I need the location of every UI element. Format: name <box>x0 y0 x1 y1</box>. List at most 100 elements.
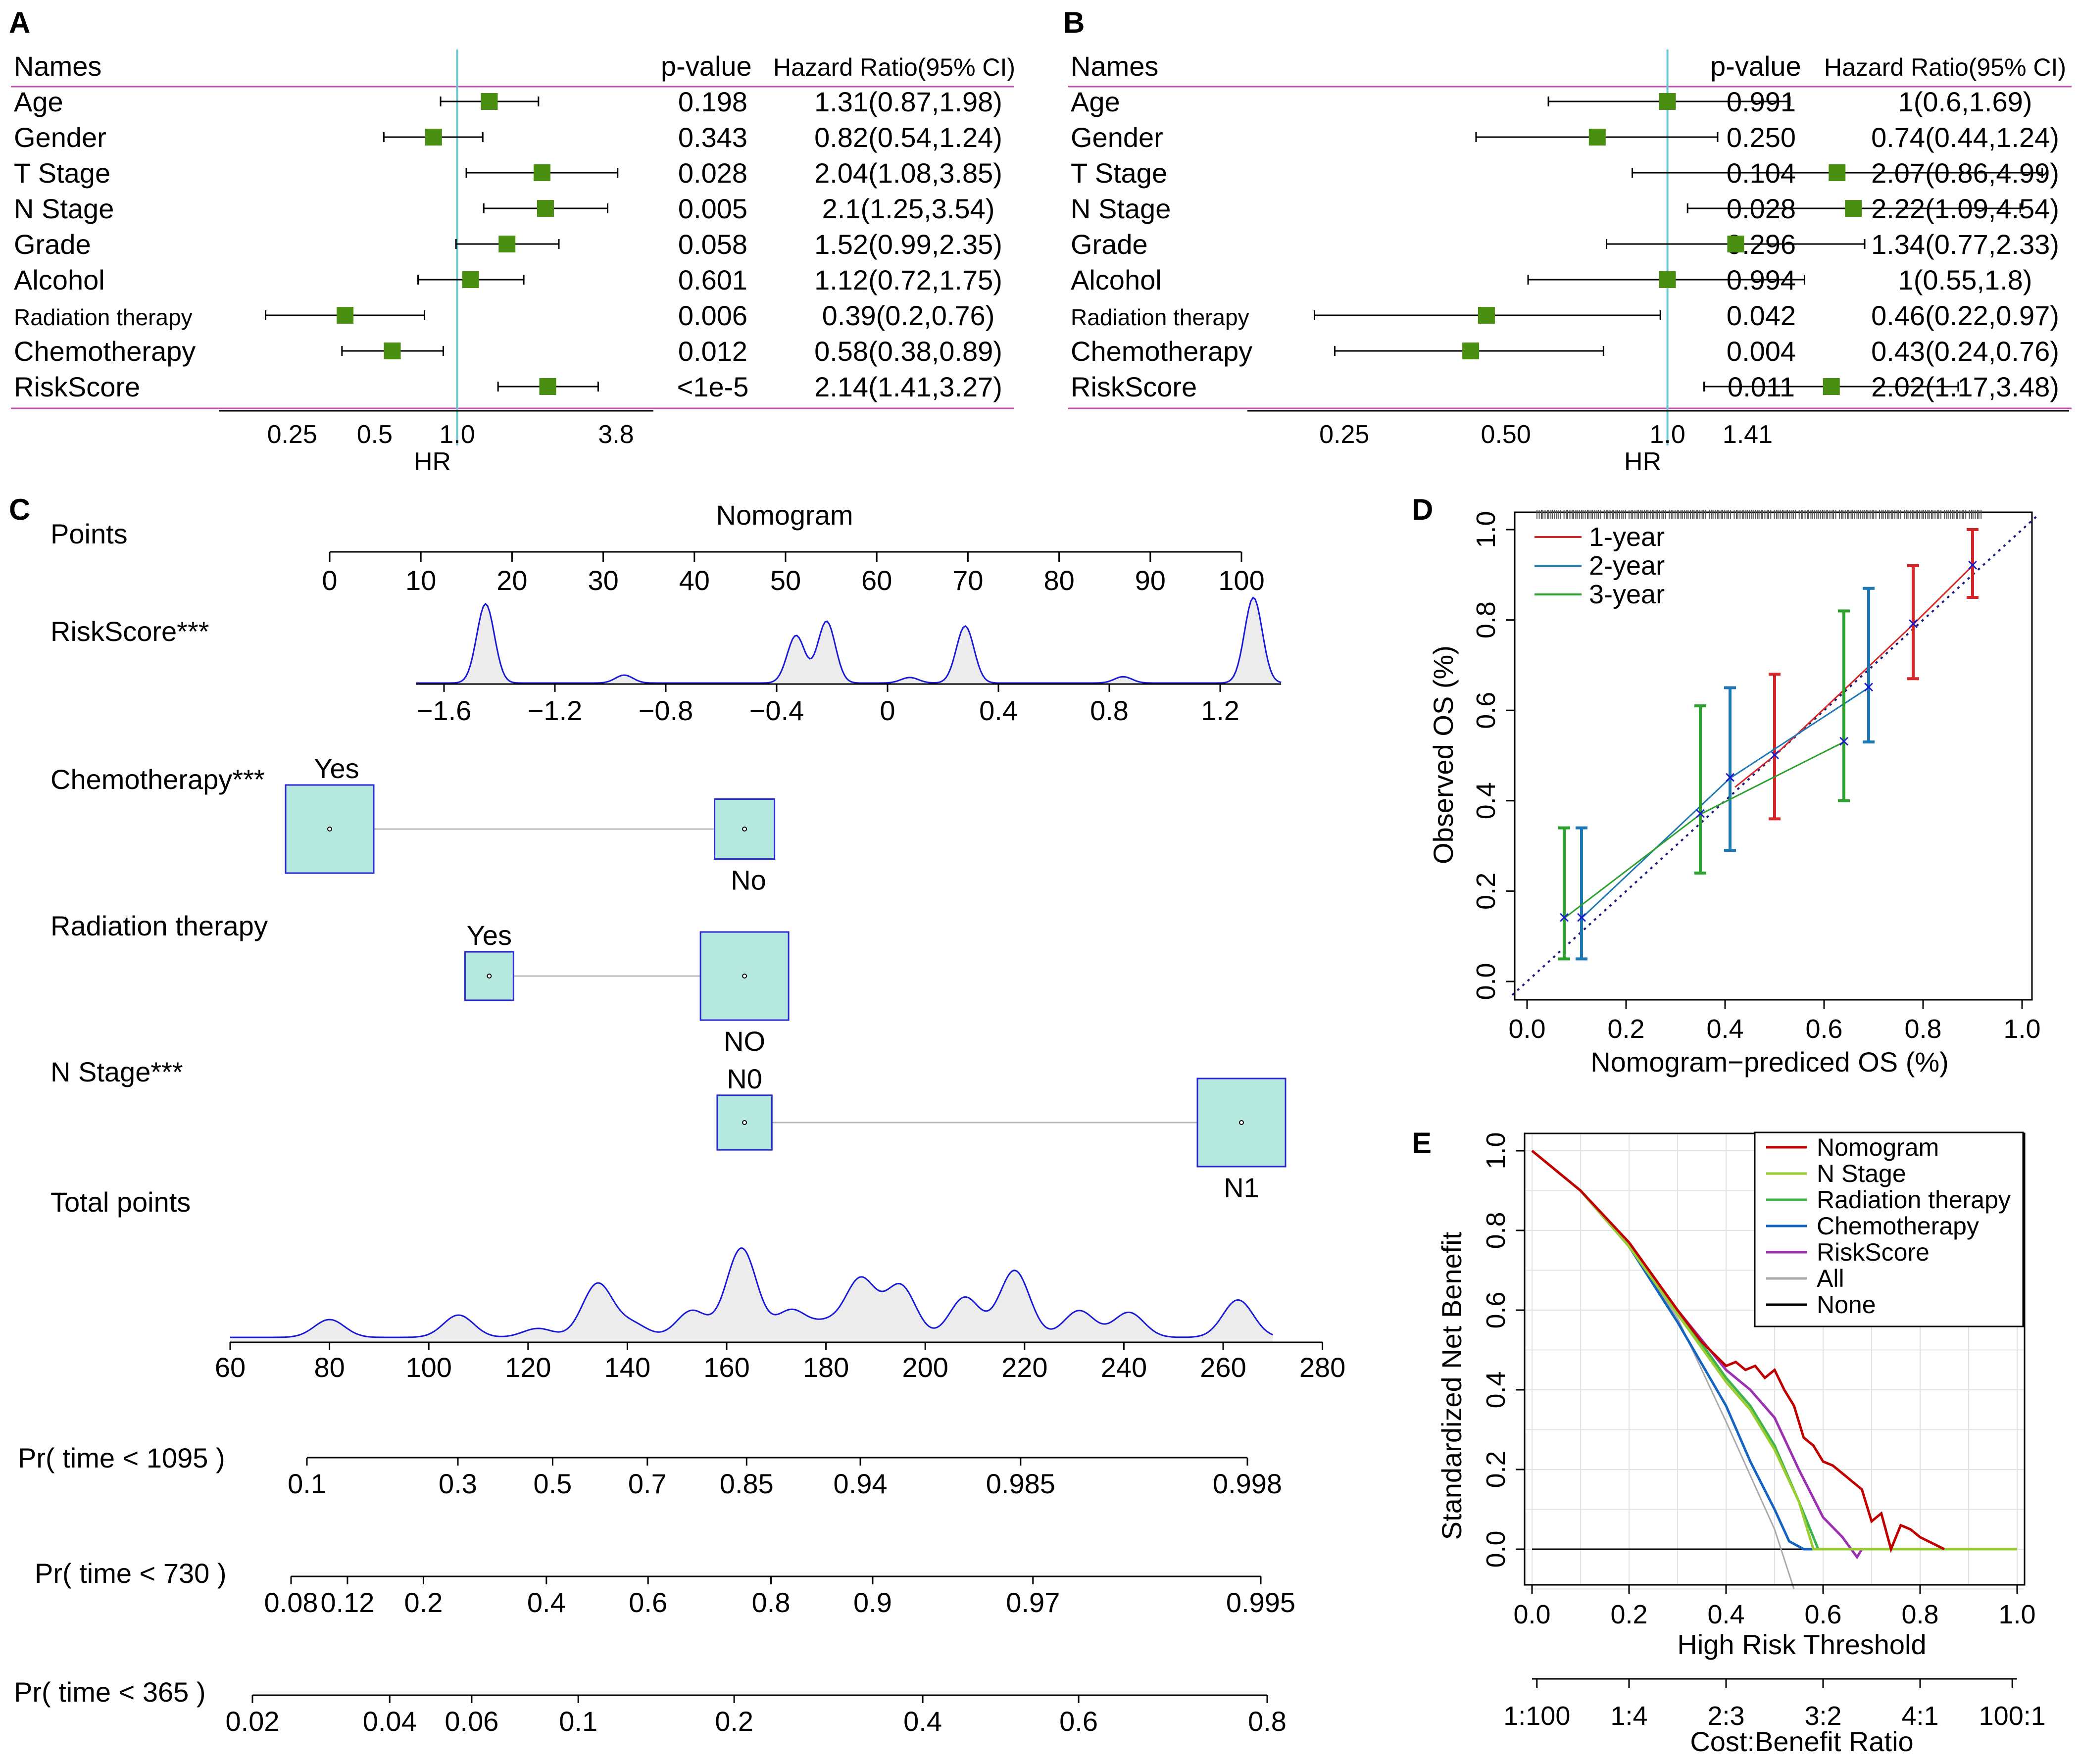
forest-plot-a: Names p-value Hazard Ratio(95% CI) Age 0.198… <box>11 49 1015 476</box>
probability-tick-label: 0.6 <box>629 1587 667 1618</box>
probability-tick-label: 0.3 <box>439 1468 477 1499</box>
legend-label: Chemotherapy <box>1817 1212 1979 1240</box>
row-hazard-ratio: 0.82(0.54,1.24) <box>814 122 1002 153</box>
total-points-tick-label: 260 <box>1200 1352 1246 1383</box>
probability-tick-label: 0.04 <box>363 1706 417 1737</box>
riskscore-tick-label: −0.4 <box>749 695 804 726</box>
x-tick-label: 3.8 <box>598 420 634 449</box>
riskscore-tick-label: −1.6 <box>417 695 472 726</box>
row-hazard-ratio: 0.43(0.24,0.76) <box>1871 336 2059 367</box>
x2-axis-label: Cost:Benefit Ratio <box>1690 1726 1913 1757</box>
hr-point <box>498 236 516 252</box>
total-points-density-fill <box>230 1248 1273 1342</box>
row-p-value: 0.028 <box>678 157 747 189</box>
chemotherapy-level-label: Yes <box>314 753 359 784</box>
x-tick-label: 0.6 <box>1805 1014 1842 1044</box>
calibration-line <box>1564 741 1844 919</box>
probability-tick-label: 0.08 <box>264 1587 318 1618</box>
total-points-tick-label: 240 <box>1101 1352 1147 1383</box>
calibration-line <box>1581 687 1869 919</box>
probability-tick-label: 0.6 <box>1059 1706 1098 1737</box>
y-tick-label: 1.0 <box>1471 511 1501 548</box>
total-points-tick-label: 60 <box>215 1352 246 1383</box>
probability-tick-label: 0.94 <box>834 1468 888 1499</box>
probability-tick-label: 0.06 <box>445 1706 498 1737</box>
points-label: Points <box>50 518 128 549</box>
riskscore-density-fill <box>416 597 1282 683</box>
row-hazard-ratio: 0.58(0.38,0.89) <box>814 336 1002 367</box>
y-tick-label: 0.0 <box>1481 1530 1511 1568</box>
net-benefit-curve <box>1531 1150 2017 1551</box>
row-name: Age <box>14 86 63 117</box>
y-tick-label: 0.2 <box>1471 873 1501 910</box>
probability-axis-label: Pr( time < 365 ) <box>14 1676 205 1708</box>
calibration-point: × <box>1694 803 1706 825</box>
calibration-point: × <box>1838 731 1849 752</box>
points-tick-label: 50 <box>770 565 801 596</box>
row-name: Radiation therapy <box>1071 304 1249 330</box>
riskscore-tick-label: −1.2 <box>528 695 583 726</box>
row-hazard-ratio: 1.52(0.99,2.35) <box>814 229 1002 260</box>
forest-plot-b: Names p-value Hazard Ratio(95% CI)Age 0.991… <box>1068 49 2072 476</box>
total-points-tick-label: 200 <box>902 1352 948 1383</box>
header-hazard-ratio: Hazard Ratio(95% CI) <box>773 53 1015 81</box>
probability-tick-label: 0.8 <box>1248 1706 1287 1737</box>
row-name: Grade <box>1071 229 1148 260</box>
calibration-point: × <box>1863 677 1874 698</box>
n-stage-label: N Stage*** <box>50 1056 183 1087</box>
row-name: Gender <box>1071 122 1163 153</box>
points-tick-label: 70 <box>952 565 983 596</box>
hr-point <box>533 164 550 181</box>
row-hazard-ratio: 1.12(0.72,1.75) <box>814 264 1002 295</box>
x2-tick-label: 100:1 <box>1979 1701 2046 1731</box>
row-name: RiskScore <box>1071 371 1197 402</box>
row-p-value: 0.601 <box>678 264 747 295</box>
x-tick-label: 0.8 <box>1901 1600 1938 1629</box>
row-name: Age <box>1071 86 1120 117</box>
legend-label: Nomogram <box>1817 1133 1939 1161</box>
legend-label: All <box>1817 1265 1844 1292</box>
hr-point <box>425 129 442 146</box>
panel-label-c: C <box>9 493 30 526</box>
hr-point <box>481 93 498 110</box>
total-points-tick-label: 140 <box>604 1352 650 1383</box>
hr-point <box>1478 307 1495 324</box>
n-stage-level-label: N1 <box>1224 1172 1259 1203</box>
riskscore-tick-label: 0.8 <box>1090 695 1129 726</box>
calibration-point: × <box>1558 907 1570 929</box>
row-p-value: 0.004 <box>1727 336 1796 367</box>
header-hazard-ratio: Hazard Ratio(95% CI) <box>1824 53 2066 81</box>
radiation-therapy-level-label: Yes <box>467 920 512 951</box>
y-tick-label: 0.2 <box>1481 1451 1511 1488</box>
calibration-point: × <box>1967 554 1978 576</box>
row-hazard-ratio: 0.39(0.2,0.76) <box>822 300 995 331</box>
hr-point <box>1823 378 1840 395</box>
riskscore-tick-label: −0.8 <box>639 695 693 726</box>
radiation-therapy-dot <box>487 974 492 979</box>
total-points-tick-label: 160 <box>703 1352 749 1383</box>
x2-tick-label: 4:1 <box>1901 1701 1938 1731</box>
x2-tick-label: 1:100 <box>1503 1701 1570 1731</box>
row-p-value: 0.198 <box>678 86 747 117</box>
legend-label: None <box>1817 1291 1876 1319</box>
chemotherapy-label: Chemotherapy*** <box>50 764 265 795</box>
x-axis-label: High Risk Threshold <box>1677 1629 1926 1660</box>
row-p-value: 0.012 <box>678 336 747 367</box>
radiation-therapy-dot <box>742 974 747 979</box>
calibration-point: × <box>1769 744 1780 766</box>
chemotherapy-dot <box>327 827 332 832</box>
header-p-value: p-value <box>661 50 752 82</box>
row-hazard-ratio: 1.34(0.77,2.33) <box>1871 229 2059 260</box>
x-tick-label: 0.50 <box>1481 420 1531 449</box>
riskscore-tick-label: 0.4 <box>979 695 1018 726</box>
row-hazard-ratio: 2.1(1.25,3.54) <box>822 193 995 224</box>
probability-tick-label: 0.85 <box>720 1468 774 1499</box>
probability-tick-label: 0.97 <box>1006 1587 1060 1618</box>
probability-tick-label: 0.1 <box>288 1468 326 1499</box>
nomogram-title: Nomogram <box>716 499 853 531</box>
y-tick-label: 0.8 <box>1481 1212 1511 1249</box>
header-names: Names <box>14 50 101 82</box>
panel-label-e: E <box>1412 1127 1432 1160</box>
riskscore-label: RiskScore*** <box>50 616 209 647</box>
